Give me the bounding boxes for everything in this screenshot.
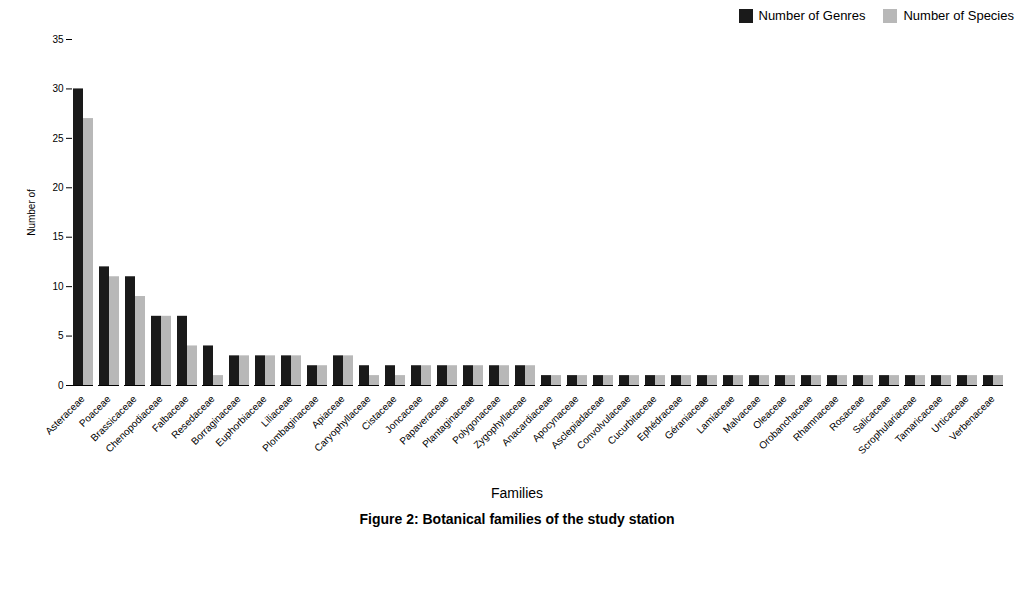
svg-text:35: 35 [52, 34, 64, 45]
svg-text:Papaveraceae: Papaveraceae [397, 393, 451, 447]
svg-text:Liliaceae: Liliaceae [259, 393, 295, 429]
svg-text:Chenopodiaceae: Chenopodiaceae [103, 393, 165, 455]
svg-text:Apiaceae: Apiaceae [309, 393, 347, 431]
svg-text:Polygonaceae: Polygonaceae [450, 393, 503, 446]
html-text:Number of Genres: Number of Genres [758, 8, 866, 23]
svg-text:Plombaginaceae: Plombaginaceae [260, 393, 321, 454]
svg-text:Cistaceae: Cistaceae [359, 393, 399, 433]
svg-text:Oleaceae: Oleaceae [750, 393, 789, 432]
svg-text:Anacardiaceae: Anacardiaceae [499, 393, 555, 449]
svg-text:Plantaginaceae: Plantaginaceae [420, 393, 477, 450]
svg-text:Brassicaceae: Brassicaceae [88, 393, 139, 444]
svg-text:Resedaceae: Resedaceae [169, 393, 217, 441]
html-text:Families: Families [490, 485, 544, 501]
svg-text:Tamaricaceae: Tamaricaceae [892, 393, 945, 445]
svg-text:Poaceae: Poaceae [77, 393, 113, 429]
svg-text:Verbenaceae: Verbenaceae [947, 393, 997, 443]
svg-text:Caryophyllaceae: Caryophyllaceae [312, 393, 373, 454]
svg-text:Falbaceae: Falbaceae [149, 393, 191, 434]
svg-text:Joncaceae: Joncaceae [382, 393, 425, 436]
svg-text:0: 0 [58, 380, 64, 391]
svg-text:Rosaceae: Rosaceae [827, 393, 867, 433]
svg-text:Scrophulariaceae: Scrophulariaceae [855, 393, 919, 456]
svg-text:10: 10 [52, 281, 64, 292]
svg-text:Salicaceae: Salicaceae [850, 393, 893, 436]
svg-text:Number of: Number of [26, 189, 37, 236]
svg-text:Malvaceae: Malvaceae [720, 393, 763, 436]
html-text:Figure 2: Botanical families o: Figure 2: Botanical families of the stud… [359, 511, 675, 527]
svg-text:Rhamnaceae: Rhamnaceae [790, 393, 841, 444]
svg-text:Apocynaceae: Apocynaceae [530, 393, 581, 444]
svg-text:25: 25 [52, 133, 64, 144]
svg-text:Ephédraceae: Ephédraceae [634, 393, 685, 444]
svg-text:Lamiaceae: Lamiaceae [694, 393, 737, 436]
svg-text:Géraniaceae: Géraniaceae [662, 393, 711, 442]
svg-text:Orobanchaceae: Orobanchaceae [756, 393, 815, 452]
svg-text:Zygophyllaceae: Zygophyllaceae [471, 393, 529, 451]
svg-text:30: 30 [52, 83, 64, 94]
svg-text:Borraginaceae: Borraginaceae [188, 393, 243, 447]
svg-text:Convolvulaceae: Convolvulaceae [574, 393, 633, 452]
svg-text:5: 5 [58, 330, 64, 341]
svg-text:Urticaceae: Urticaceae [929, 393, 971, 435]
svg-text:Euphorbiaceae: Euphorbiaceae [213, 393, 269, 449]
svg-text:Cucurbitaceae: Cucurbitaceae [605, 393, 659, 447]
svg-text:15: 15 [52, 231, 64, 242]
html-text:Number of Species: Number of Species [903, 8, 1014, 23]
svg-text:Asclepiadaceae: Asclepiadaceae [549, 393, 607, 451]
svg-text:20: 20 [52, 182, 64, 193]
svg-text:Asteraceae: Asteraceae [43, 393, 87, 437]
